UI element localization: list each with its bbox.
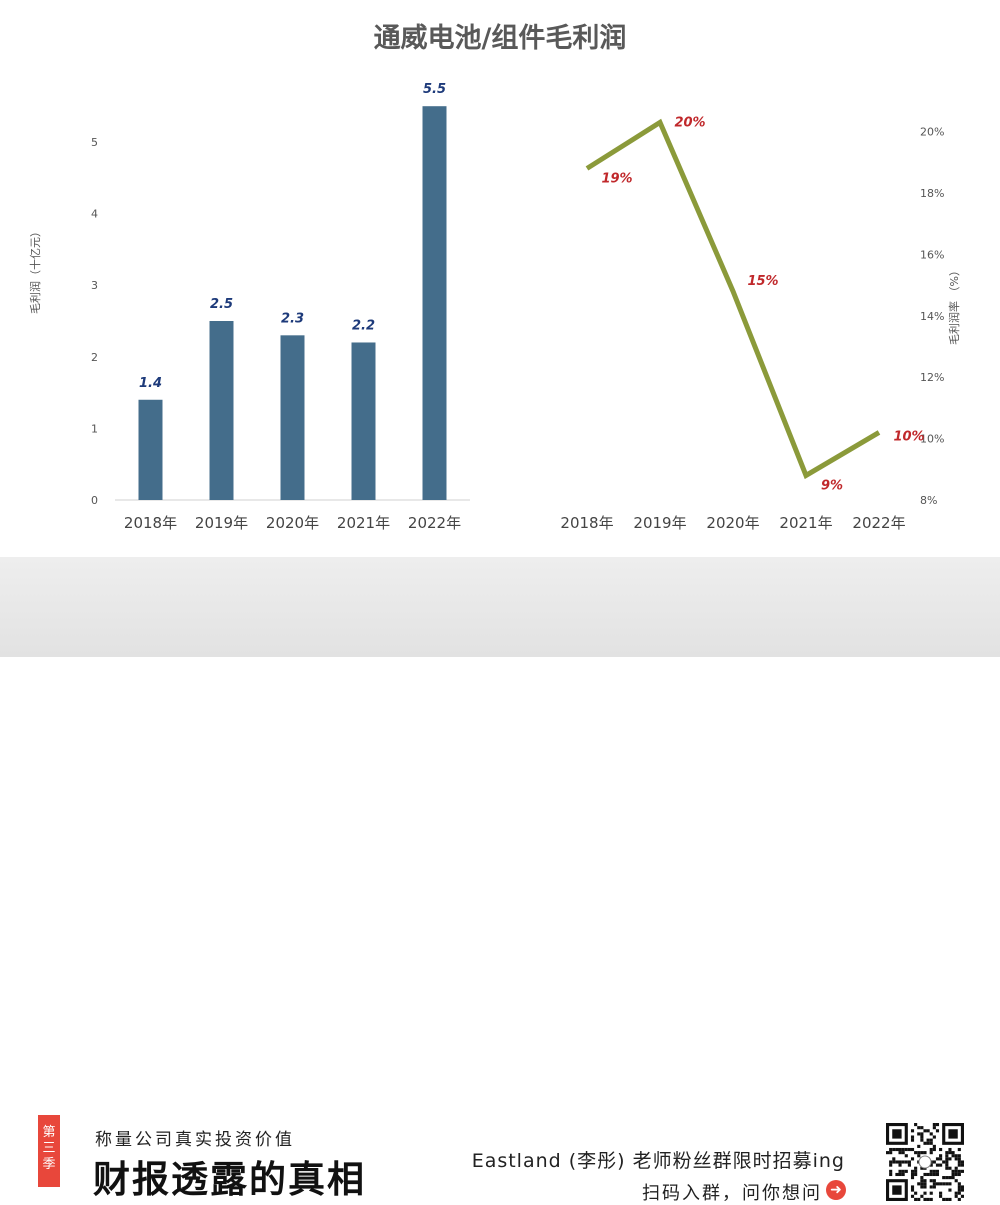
left-y-axis-label: 毛利润（十亿元） [28,226,42,314]
bar-y-tick-label: 1 [91,422,98,435]
recruit-text: Eastland (李彤) 老师粉丝群限时招募ing [471,1150,845,1172]
bar [351,342,376,500]
line-y-tick-label: 8% [920,494,937,507]
bar [138,399,163,500]
scan-join-link[interactable]: 扫码入群，问你想问 [642,1183,822,1204]
bar-chart: 0 1 2 3 4 5 1.4 2018年 2.5 2019年 2.3 2020年 2.2 2021年 5.… [91,82,470,532]
bar [209,321,234,500]
bar-x-tick-label: 2018年 [124,514,177,532]
season-badge: 第 三 季 [38,1115,60,1187]
line-y-tick-label: 12% [920,371,944,384]
bar-y-tick-label: 2 [91,351,98,364]
chart-svg: 通威电池/组件毛利润 毛利润（十亿元） 毛利润率 （%） 0 1 2 3 4 5 1.4 20… [28,22,961,532]
chart-title: 通威电池/组件毛利润 [374,22,627,54]
bar-data-label: 2.3 [281,311,304,326]
chart-area: 通威电池/组件毛利润 毛利润（十亿元） 毛利润率 （%） 0 1 2 3 4 5 1.4 20… [0,0,1000,557]
line-y-tick-label: 18% [920,187,944,200]
bar [422,106,447,500]
line-x-tick-label: 2020年 [706,514,759,532]
season-badge-char: 第 [42,1125,56,1140]
line-y-tick-label: 14% [920,310,944,323]
bar-y-tick-label: 0 [91,494,98,507]
line-x-tick-label: 2019年 [633,514,686,532]
arrow-right-circle-icon[interactable]: ➜ [826,1180,846,1200]
bar-data-label: 1.4 [139,376,162,391]
line-data-label: 20% [674,115,705,130]
line-y-tick-label: 20% [920,126,944,139]
bar-y-tick-label: 4 [91,208,98,221]
bar-data-label: 2.5 [210,297,233,312]
bar-x-tick-label: 2020年 [266,514,319,532]
line-x-tick-label: 2018年 [560,514,613,532]
line-data-label: 15% [747,274,778,289]
footer-brand-title: 财报透露的真相 [93,1157,366,1201]
bar-x-tick-label: 2022年 [408,514,461,532]
line-data-label: 10% [893,429,924,444]
bar-data-label: 5.5 [423,82,446,97]
bar-x-tick-label: 2021年 [337,514,390,532]
bar [280,335,305,500]
bar-y-tick-label: 5 [91,136,98,149]
line-series [585,118,881,480]
footer-banner: 第 三 季 称量公司真实投资价值 财报透露的真相 Eastland (李彤) 老… [0,557,1000,1204]
line-y-tick-label: 16% [920,248,944,261]
line-data-label: 9% [821,478,843,493]
season-badge-char: 季 [42,1157,56,1172]
bar-y-tick-label: 3 [91,279,98,292]
line-x-tick-label: 2021年 [779,514,832,532]
right-y-axis-label: 毛利润率 （%） [947,265,961,345]
season-badge-char: 三 [42,1141,56,1156]
qr-code-icon[interactable] [886,1123,964,1201]
bar-data-label: 2.2 [352,318,375,333]
line-x-tick-label: 2022年 [852,514,905,532]
line-y-tick-label: 10% [920,433,944,446]
footer-tagline: 称量公司真实投资价值 [95,1130,295,1150]
bar-x-tick-label: 2019年 [195,514,248,532]
line-data-label: 19% [601,171,632,186]
line-chart: 8% 10% 12% 14% 16% 18% 20% 19% 2018年 20% 2019年 15% 2… [560,115,944,532]
